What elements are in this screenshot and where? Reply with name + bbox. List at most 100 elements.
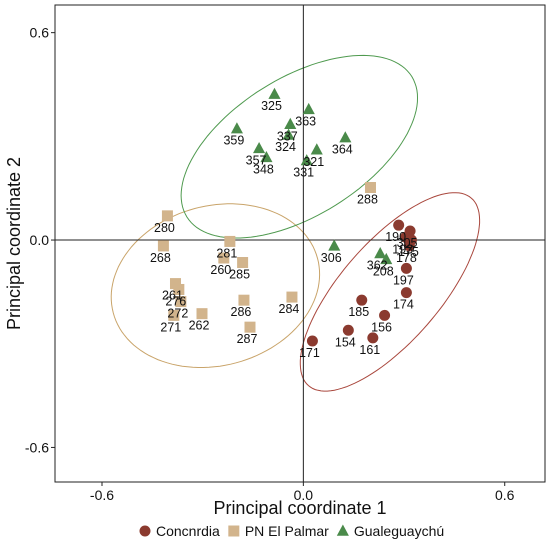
point-triangle bbox=[282, 128, 295, 140]
point-label: 321 bbox=[303, 155, 324, 169]
point-label: 359 bbox=[223, 134, 244, 148]
y-axis-title: Principal coordinate 2 bbox=[4, 157, 24, 330]
point-circle bbox=[367, 332, 379, 344]
point-square bbox=[237, 257, 249, 269]
y-tick-label: -0.6 bbox=[25, 439, 49, 455]
point-label: 276 bbox=[165, 294, 186, 308]
point-circle bbox=[306, 335, 318, 347]
point-circle bbox=[379, 309, 391, 321]
x-axis-title: Principal coordinate 1 bbox=[213, 498, 386, 518]
point-label: 281 bbox=[216, 246, 237, 260]
legend-label: PN El Palmar bbox=[245, 523, 329, 539]
point-label: 325 bbox=[261, 99, 282, 113]
point-label: 261 bbox=[162, 289, 183, 303]
plot-frame bbox=[54, 4, 546, 483]
point-triangle bbox=[284, 117, 297, 129]
point-square bbox=[168, 309, 180, 321]
point-label: 331 bbox=[293, 166, 314, 180]
point-label: 197 bbox=[393, 273, 414, 287]
point-label: 175 bbox=[398, 245, 419, 259]
confidence-ellipse bbox=[180, 54, 419, 239]
point-label: 288 bbox=[357, 193, 378, 207]
point-square bbox=[173, 283, 185, 295]
point-circle bbox=[342, 324, 354, 336]
point-square bbox=[175, 296, 187, 308]
point-square bbox=[169, 278, 181, 290]
x-tick-label: 0.6 bbox=[495, 487, 515, 503]
point-circle bbox=[393, 219, 405, 231]
point-square bbox=[238, 294, 250, 306]
point-label: 324 bbox=[275, 140, 296, 154]
point-label: 178 bbox=[396, 251, 417, 265]
point-circle bbox=[400, 287, 412, 299]
point-label: 357 bbox=[246, 153, 267, 167]
point-label: 185 bbox=[348, 305, 369, 319]
point-label: 171 bbox=[299, 346, 320, 360]
point-label: 280 bbox=[154, 221, 175, 235]
point-triangle bbox=[230, 122, 243, 134]
point-square bbox=[196, 308, 208, 320]
point-triangle bbox=[374, 247, 387, 259]
point-label: 337 bbox=[277, 129, 298, 143]
legend-marker-triangle bbox=[336, 524, 349, 536]
point-label: 208 bbox=[373, 264, 394, 278]
ellipse-layer bbox=[110, 54, 481, 392]
confidence-ellipse bbox=[299, 192, 481, 392]
point-label: 286 bbox=[231, 305, 252, 319]
point-square bbox=[244, 321, 256, 333]
point-label: 285 bbox=[229, 268, 250, 282]
point-circle bbox=[403, 240, 415, 252]
point-triangle bbox=[260, 151, 273, 163]
legend-label: Gualeguaychú bbox=[354, 523, 444, 539]
point-triangle bbox=[253, 142, 266, 154]
point-triangle bbox=[328, 239, 341, 251]
point-label: 161 bbox=[359, 343, 380, 357]
legend-item: Gualeguaychú bbox=[336, 523, 444, 539]
legend: Concnrdia PN El Palmar Gualeguaychú bbox=[139, 523, 444, 539]
point-circle bbox=[400, 262, 412, 274]
legend-marker-circle bbox=[139, 525, 151, 537]
point-circle bbox=[356, 294, 368, 306]
point-label: 260 bbox=[210, 263, 231, 277]
point-triangle bbox=[300, 154, 313, 166]
point-label: 193 bbox=[392, 242, 413, 256]
legend-label: Concnrdia bbox=[156, 523, 220, 539]
point-triangle bbox=[268, 87, 281, 99]
point-label: 348 bbox=[253, 162, 274, 176]
point-square bbox=[157, 240, 169, 252]
point-label: 284 bbox=[279, 302, 300, 316]
legend-item: PN El Palmar bbox=[228, 523, 329, 539]
point-label: 305 bbox=[397, 236, 418, 250]
point-square bbox=[364, 182, 376, 194]
point-square bbox=[286, 291, 298, 303]
point-label: 154 bbox=[335, 335, 356, 349]
x-tick-label: -0.6 bbox=[90, 487, 114, 503]
point-label: 268 bbox=[150, 251, 171, 265]
point-square bbox=[161, 210, 173, 222]
y-tick-label: 0.0 bbox=[30, 232, 50, 248]
legend-marker-square bbox=[228, 525, 240, 537]
point-triangle bbox=[380, 252, 393, 265]
point-layer bbox=[157, 87, 417, 347]
confidence-ellipse bbox=[110, 203, 321, 368]
point-label: 306 bbox=[321, 251, 342, 265]
point-label: 287 bbox=[237, 332, 258, 346]
point-label: 363 bbox=[295, 114, 316, 128]
point-label: 156 bbox=[371, 320, 392, 334]
point-label: 362 bbox=[367, 259, 388, 273]
point-triangle bbox=[310, 143, 323, 155]
point-triangle bbox=[302, 102, 315, 115]
point-label: 190 bbox=[385, 230, 406, 244]
point-label: 364 bbox=[332, 143, 353, 157]
point-label: 174 bbox=[393, 298, 414, 312]
legend-item: Concnrdia bbox=[139, 523, 220, 539]
point-triangle bbox=[339, 131, 352, 143]
point-square bbox=[224, 235, 236, 247]
point-label: 262 bbox=[189, 319, 210, 333]
point-label: 271 bbox=[160, 320, 181, 334]
point-label: 272 bbox=[167, 307, 188, 321]
tick-layer: -0.6 0.0 0.6 -0.6 0.0 0.6 bbox=[25, 25, 515, 503]
